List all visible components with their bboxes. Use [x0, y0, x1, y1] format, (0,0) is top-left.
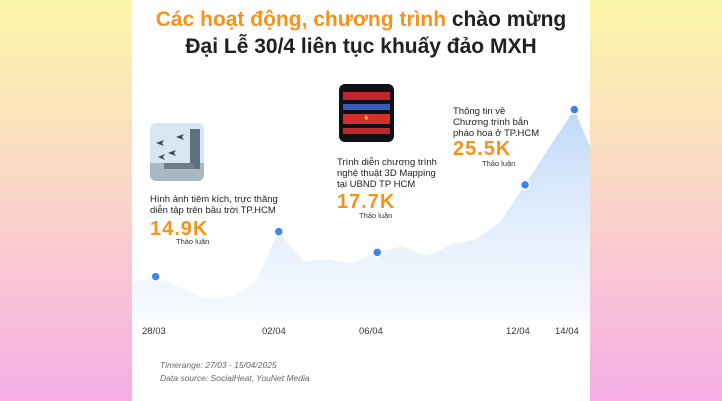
x-tick-label: 12/04	[506, 326, 530, 337]
highlight-points	[150, 104, 580, 282]
x-tick-label: 14/04	[555, 326, 579, 337]
highlight-point	[273, 226, 285, 237]
3d-mapping-photo-icon	[339, 84, 394, 142]
area-series	[132, 109, 590, 319]
x-tick-label: 28/03	[142, 326, 166, 337]
annotation-2-line: tại UBND TP HCM	[337, 179, 416, 190]
annotation-1-text: Hình ảnh tiêm kích, trực thăng diễn tập …	[150, 194, 278, 216]
title-line2: Đại Lễ 30/4 liên tục khuấy đảo MXH	[185, 35, 537, 58]
annotation-3-value: 25.5K	[453, 138, 512, 160]
infographic-card: Các hoạt động, chương trình chào mừng Đạ…	[132, 0, 590, 401]
annotation-2-unit: Thảo luận	[359, 211, 393, 220]
highlight-point	[569, 104, 580, 115]
annotation-1-line: diễn tập trên bầu trời TP.HCM	[150, 205, 276, 216]
annotation-3-text: Thông tin về Chương trình bắn pháo hoa ở…	[453, 106, 539, 139]
annotation-3-line: pháo hoa ở TP.HCM	[453, 128, 540, 139]
annotation-2-text: Trình diễn chương trình nghệ thuật 3D Ma…	[337, 157, 437, 190]
title-line1-rest: chào mừng	[451, 8, 567, 31]
title-accent: Các hoạt động, chương trình	[155, 8, 447, 31]
annotation-3-unit: Thảo luận	[482, 159, 516, 168]
x-tick-label: 06/04	[359, 326, 383, 337]
area-chart	[132, 104, 590, 319]
annotation-2-line: nghệ thuật 3D Mapping	[337, 168, 436, 179]
annotation-1-value: 14.9K	[150, 218, 209, 240]
chart-title: Các hoạt động, chương trình chào mừng Đạ…	[132, 6, 590, 60]
fighter-jets-photo-icon	[150, 123, 204, 181]
timerange-note: Timerange: 27/03 - 15/04/2025	[160, 360, 277, 370]
highlight-point	[372, 247, 383, 258]
annotation-2-line: Trình diễn chương trình	[337, 157, 437, 168]
highlight-point	[150, 271, 161, 282]
annotation-3-line: Thông tin về	[453, 106, 506, 117]
highlight-point	[519, 179, 531, 191]
x-tick-label: 02/04	[262, 326, 286, 337]
annotation-1-line: Hình ảnh tiêm kích, trực thăng	[150, 194, 278, 205]
annotation-3-line: Chương trình bắn	[453, 117, 529, 128]
annotation-2-value: 17.7K	[337, 191, 396, 213]
data-source-note: Data source: SocialHeat, YouNet Media	[160, 373, 310, 383]
area-fill	[132, 109, 590, 319]
annotation-1-unit: Thảo luận	[176, 237, 210, 246]
